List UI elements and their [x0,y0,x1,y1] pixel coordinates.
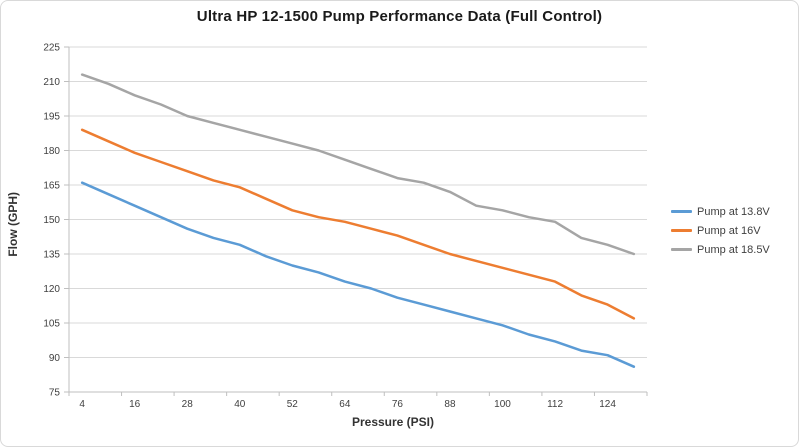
legend-item: Pump at 18.5V [671,240,770,259]
x-tick-label: 40 [234,399,246,410]
y-tick-label: 90 [49,353,61,364]
legend-item: Pump at 16V [671,221,770,240]
legend-item: Pump at 13.8V [671,202,770,221]
y-tick-label: 180 [43,146,60,157]
x-tick-label: 28 [182,399,194,410]
series-line-pump-at-16v [80,128,636,320]
y-tick-label: 165 [43,181,60,192]
series-line-pump-at-13.8v [80,181,636,368]
legend-label: Pump at 18.5V [697,243,770,256]
legend-label: Pump at 13.8V [697,205,770,218]
y-tick-label: 120 [43,284,60,295]
series-line-pump-at-18.5v [80,73,636,256]
legend-line-swatch [671,229,692,232]
x-tick-label: 64 [339,399,351,410]
x-tick-label: 88 [444,399,456,410]
legend-line-swatch [671,248,692,251]
x-axis-title: Pressure (PSI) [351,415,435,429]
y-tick-label: 135 [43,250,60,261]
legend-label: Pump at 16V [697,224,761,237]
y-tick-label: 105 [43,319,60,330]
x-tick-label: 52 [287,399,299,410]
x-tick-label: 112 [547,399,563,410]
x-tick-label: 16 [129,399,141,410]
x-tick-label: 124 [599,399,616,410]
x-tick-label: 76 [392,399,404,410]
x-tick-label: 100 [494,399,511,410]
y-tick-label: 225 [43,43,60,54]
legend-line-swatch [671,210,692,213]
y-tick-label: 150 [43,215,60,226]
y-tick-label: 75 [49,388,61,399]
chart-legend: Pump at 13.8V Pump at 16V Pump at 18.5V [671,202,770,259]
y-tick-label: 195 [43,112,60,123]
y-tick-label: 210 [43,77,60,88]
chart-title: Ultra HP 12-1500 Pump Performance Data (… [196,8,603,25]
x-tick-label: 4 [79,399,85,410]
